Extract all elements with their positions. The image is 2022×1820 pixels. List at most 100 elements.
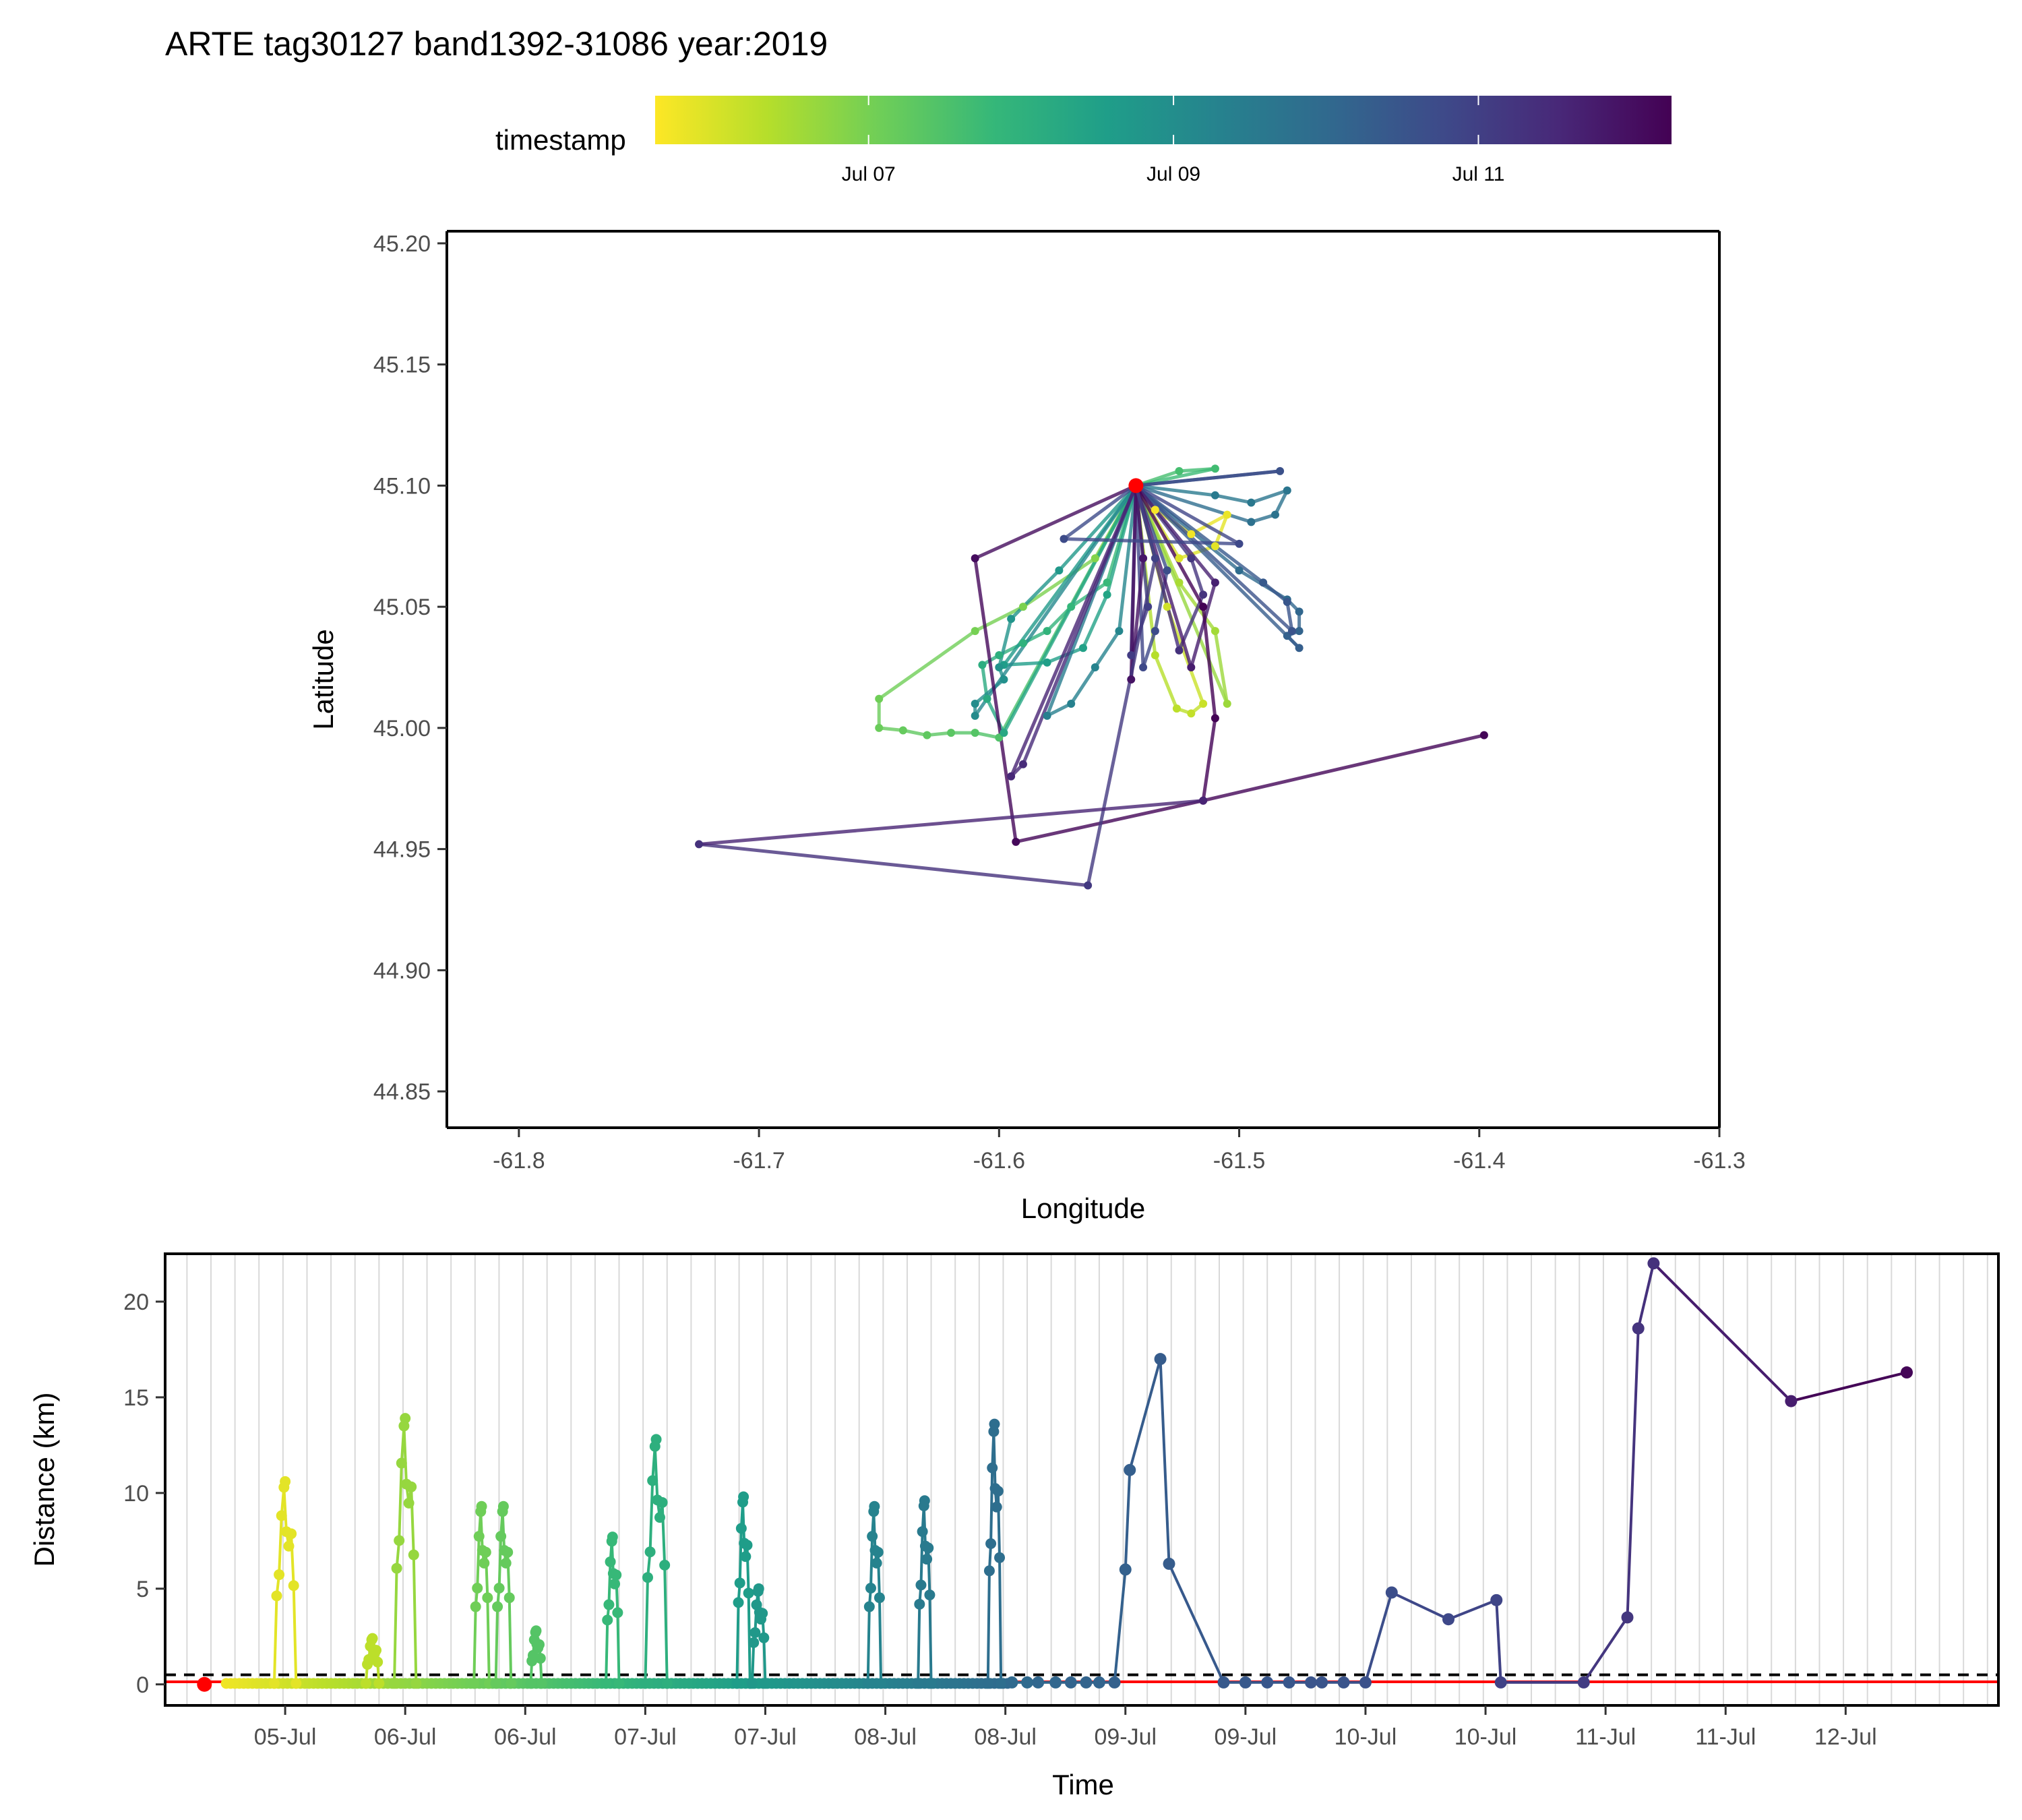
distance-spike-point bbox=[863, 1601, 875, 1612]
map-y-ticks: 44.85 44.90 44.95 45.00 45.05 45.10 45.15 45.20 bbox=[373, 231, 447, 1105]
distance-spike-point bbox=[276, 1510, 287, 1521]
distance-spike-peak bbox=[280, 1476, 291, 1487]
distance-spike-segment bbox=[410, 1486, 415, 1555]
distance-x-tick-label: 11-Jul bbox=[1695, 1724, 1756, 1750]
map-track-point bbox=[1043, 658, 1051, 667]
map-track-point bbox=[1007, 772, 1016, 781]
distance-x-tick-label: 06-Jul bbox=[374, 1724, 437, 1750]
distance-late-point bbox=[1785, 1395, 1798, 1407]
distance-spike-peak bbox=[738, 1491, 749, 1503]
legend-title: timestamp bbox=[495, 124, 626, 156]
distance-y-tick-label: 15 bbox=[123, 1385, 149, 1411]
distance-spike-segment bbox=[292, 1585, 298, 1684]
distance-late-point bbox=[1647, 1257, 1660, 1270]
map-track-point bbox=[1235, 539, 1244, 548]
distance-spike-point bbox=[372, 1656, 384, 1668]
map-track-point bbox=[971, 554, 979, 563]
distance-x-tick-label: 10-Jul bbox=[1454, 1724, 1517, 1750]
map-track-segment bbox=[1134, 483, 1157, 560]
distance-spike-peak bbox=[367, 1633, 378, 1644]
map-track-point bbox=[1067, 603, 1076, 611]
distance-spike-point bbox=[403, 1497, 415, 1509]
map-track-segment bbox=[1117, 483, 1138, 633]
map-track-segment bbox=[1134, 483, 1217, 584]
distance-spike-point bbox=[373, 1678, 385, 1689]
distance-y-tick-label: 20 bbox=[123, 1290, 149, 1315]
map-track-segment bbox=[1141, 629, 1157, 669]
distance-spike-point bbox=[394, 1535, 405, 1546]
map-track-segment bbox=[1021, 556, 1097, 609]
map-y-tick-label: 45.00 bbox=[373, 716, 431, 741]
distance-spike-point bbox=[915, 1579, 927, 1591]
map-track-point bbox=[971, 699, 979, 708]
map-track-point bbox=[1151, 554, 1159, 563]
map-track-point bbox=[1175, 646, 1184, 655]
map-track-segment bbox=[1069, 665, 1097, 706]
distance-spike-point bbox=[921, 1554, 933, 1565]
distance-late-point bbox=[1032, 1676, 1045, 1689]
distance-x-tick-label: 08-Jul bbox=[974, 1724, 1037, 1750]
distance-spike-segment bbox=[878, 1598, 883, 1684]
distance-spike-point bbox=[371, 1645, 382, 1656]
map-track-segment bbox=[1045, 605, 1073, 633]
map-track-point bbox=[1139, 554, 1148, 563]
distance-late-point bbox=[1359, 1676, 1372, 1689]
distance-late-segment bbox=[1626, 1328, 1640, 1618]
map-track-point bbox=[1139, 663, 1148, 672]
distance-spike-segment bbox=[486, 1598, 491, 1684]
map-x-tick-label: -61.6 bbox=[973, 1148, 1026, 1174]
distance-late-segment bbox=[1790, 1371, 1907, 1403]
distance-late-point bbox=[1217, 1676, 1230, 1689]
distance-late-segment bbox=[1448, 1598, 1497, 1621]
map-track-point bbox=[1144, 603, 1153, 611]
map-track-point bbox=[1172, 704, 1181, 713]
distance-spike-segment bbox=[741, 1502, 746, 1544]
map-track-segment bbox=[1285, 600, 1294, 633]
distance-spike-segment bbox=[412, 1554, 418, 1684]
distance-spike-segment bbox=[751, 1642, 756, 1684]
distance-spike-peak bbox=[607, 1531, 618, 1543]
distance-spike-segment bbox=[998, 1557, 1003, 1684]
map-track-point bbox=[1199, 590, 1208, 599]
distance-spike-point bbox=[991, 1501, 1002, 1513]
map-track-point bbox=[1018, 603, 1027, 611]
distance-spike-segment bbox=[278, 1515, 283, 1575]
map-track-point bbox=[1199, 699, 1208, 708]
distance-start-point bbox=[197, 1676, 212, 1692]
distance-spike-point bbox=[601, 1678, 612, 1689]
map-track-point bbox=[1187, 530, 1196, 539]
map-x-tick-label: -61.7 bbox=[733, 1148, 785, 1174]
map-track-segment bbox=[1009, 483, 1138, 779]
distance-late-point bbox=[1442, 1613, 1454, 1626]
map-y-tick-label: 45.15 bbox=[373, 353, 431, 378]
distance-spike-segment bbox=[872, 1511, 877, 1551]
distance-late-point bbox=[1337, 1676, 1350, 1689]
distance-spike-segment bbox=[663, 1565, 669, 1684]
map-track-point bbox=[1211, 491, 1219, 499]
distance-spike-segment bbox=[735, 1602, 740, 1684]
map-track-point bbox=[1211, 464, 1219, 473]
distance-spike-point bbox=[758, 1632, 770, 1643]
map-track-point bbox=[875, 723, 884, 732]
distance-spike-point bbox=[749, 1627, 761, 1639]
distance-spike-point bbox=[985, 1538, 997, 1549]
distance-spike-point bbox=[740, 1551, 752, 1563]
map-track-point bbox=[971, 729, 979, 737]
map-track-point bbox=[875, 694, 884, 703]
distance-spike-point bbox=[923, 1542, 934, 1554]
map-track-point bbox=[1259, 578, 1268, 587]
map-track-point bbox=[1276, 466, 1285, 475]
distance-spike-point bbox=[389, 1678, 400, 1689]
distance-late-point bbox=[1632, 1322, 1645, 1335]
distance-late-point bbox=[1163, 1557, 1175, 1570]
map-track-segment bbox=[1201, 733, 1486, 803]
map-start-point bbox=[1128, 478, 1144, 493]
distance-spike-point bbox=[490, 1678, 501, 1689]
map-track-point bbox=[1175, 554, 1184, 563]
distance-spike-point bbox=[747, 1678, 758, 1689]
distance-late-point bbox=[1064, 1676, 1077, 1689]
distance-spike-segment bbox=[653, 1446, 659, 1500]
distance-x-tick-label: 06-Jul bbox=[494, 1724, 557, 1750]
map-track-point bbox=[1115, 627, 1124, 636]
